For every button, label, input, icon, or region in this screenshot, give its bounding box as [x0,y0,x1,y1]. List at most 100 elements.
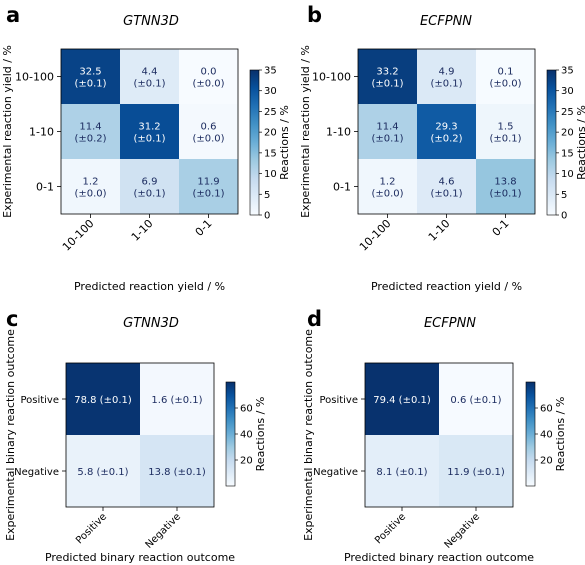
cell-error-label: (±0.0) [192,79,224,90]
plot-frame [364,362,514,508]
cell-error-label: (±0.1) [133,134,165,145]
colorbar-tick-label: 5 [264,190,270,201]
y-tick-label: Negative [14,467,59,478]
colorbar-tick-label: 0 [264,211,270,222]
colorbar-tick-label: 15 [561,148,574,159]
heatmap-cell [120,49,179,104]
heatmap-cell [140,435,214,507]
colorbar-tick-label: 35 [264,66,277,77]
colorbar-tick-label: 40 [240,430,253,441]
cell-error-label: (±0.0) [192,134,224,145]
y-tick-label: Positive [319,395,358,406]
y-tick-label: 1-10 [29,126,54,139]
x-tick-label: Negative [144,511,184,551]
chart-panel-a: a GTNN3D32.5(±0.1)4.4(±0.1)0.0(±0.0)11.4(… [1,3,291,293]
y-axis-label: Experimental reaction yield / % [299,45,312,218]
panel-label: c [6,307,18,331]
colorbar-tick-label: 40 [540,430,553,441]
cell-value-label: 4.9 [439,67,455,78]
colorbar [525,381,536,487]
cell-error-label: (±0.1) [489,189,521,200]
y-tick-label: 0-1 [36,181,54,194]
chart-panel-c: c GTNN3D 78.8 (±0.1) 1.6 (±0.1) 5.8 (±0.1) 13… [4,307,267,564]
heatmap-cell [61,49,120,104]
colorbar-tick-label: 60 [540,404,553,415]
x-tick-label: 1-10 [129,217,156,244]
cell-value-label: 31.2 [138,122,160,133]
heatmap-cell [476,104,535,159]
cell-error-label: (±0.0) [74,189,106,200]
x-tick-label: 1-10 [426,217,453,244]
cell-value-label: 32.5 [79,67,101,78]
cell-value-label: 1.5 [498,122,514,133]
cell-value-label: 4.4 [142,67,158,78]
cell-error-label: (±0.1) [133,79,165,90]
cell-error-label: (±0.2) [74,134,106,145]
colorbar-label: Reactions / % [554,397,567,472]
cell-error-label: (±0.1) [489,134,521,145]
cell-value-label: 13.8 [494,177,516,188]
y-tick-label: 10-100 [15,71,54,84]
colorbar-label: Reactions / % [575,105,585,180]
heatmap-cell [61,104,120,159]
cell-error-label: (±0.0) [489,79,521,90]
cell-value-label: 0.6 [201,122,217,133]
x-tick-label: 10-100 [60,217,97,254]
chart-title: ECFPNN [424,316,476,331]
x-tick-label: Negative [443,511,483,551]
x-tick-label: Positive [373,511,408,546]
cell-value-label: 11.9 (±0.1) [447,467,505,478]
heatmap-cell [358,49,417,104]
colorbar-tick-label: 30 [561,86,574,97]
colorbar [546,69,557,216]
heatmap-cell [66,435,140,507]
heatmap-cell [417,159,476,214]
cell-value-label: 11.9 [197,177,219,188]
x-axis-label: Predicted reaction yield / % [371,280,522,293]
heatmap-cell [358,159,417,214]
chart-title: GTNN3D [123,14,179,29]
x-tick-label: 10-100 [357,217,394,254]
colorbar-tick-label: 20 [264,128,277,139]
heatmap-cell [365,435,439,507]
y-axis-label: Experimental binary reaction outcome [4,329,17,541]
cell-value-label: 11.4 [79,122,101,133]
panel-label: b [307,3,322,27]
cell-value-label: 33.2 [376,67,398,78]
cell-value-label: 11.4 [376,122,398,133]
x-axis-label: Predicted binary reaction outcome [45,551,235,564]
y-axis-label: Experimental reaction yield / % [1,45,14,218]
colorbar-tick-label: 30 [264,86,277,97]
chart-panel-d: d ECFPNN 79.4 (±0.1) 0.6 (±0.1) 8.1 (±0.1) 11… [302,307,567,564]
cell-error-label: (±0.1) [74,79,106,90]
heatmap-cell [365,363,439,435]
y-axis-label: Experimental binary reaction outcome [302,329,315,541]
y-tick-label: 10-100 [312,71,351,84]
colorbar-tick-label: 10 [264,169,277,180]
cell-value-label: 1.2 [380,177,396,188]
plot-frame [65,362,215,508]
cell-value-label: 1.2 [83,177,99,188]
cell-error-label: (±0.1) [371,79,403,90]
cell-value-label: 79.4 (±0.1) [373,395,431,406]
cell-value-label: 0.1 [498,67,514,78]
panel-label: d [307,307,322,331]
colorbar [249,69,260,216]
cell-value-label: 8.1 (±0.1) [376,467,427,478]
colorbar-tick-label: 10 [561,169,574,180]
colorbar-tick-label: 20 [540,456,553,467]
heatmap-cell [179,49,238,104]
chart-panel-b: b ECFPNN33.2(±0.1)4.9(±0.1)0.1(±0.0)11.4(… [299,3,585,293]
cell-error-label: (±0.1) [430,79,462,90]
heatmap-cell [61,159,120,214]
cell-value-label: 0.6 (±0.1) [450,395,501,406]
cell-value-label: 4.6 [439,177,455,188]
heatmap-cell [120,159,179,214]
heatmap-cell [417,104,476,159]
chart-title: ECFPNN [420,14,472,29]
chart-title: GTNN3D [123,316,179,331]
y-tick-label: 1-10 [326,126,351,139]
cell-error-label: (±0.1) [430,189,462,200]
cell-value-label: 78.8 (±0.1) [74,395,132,406]
